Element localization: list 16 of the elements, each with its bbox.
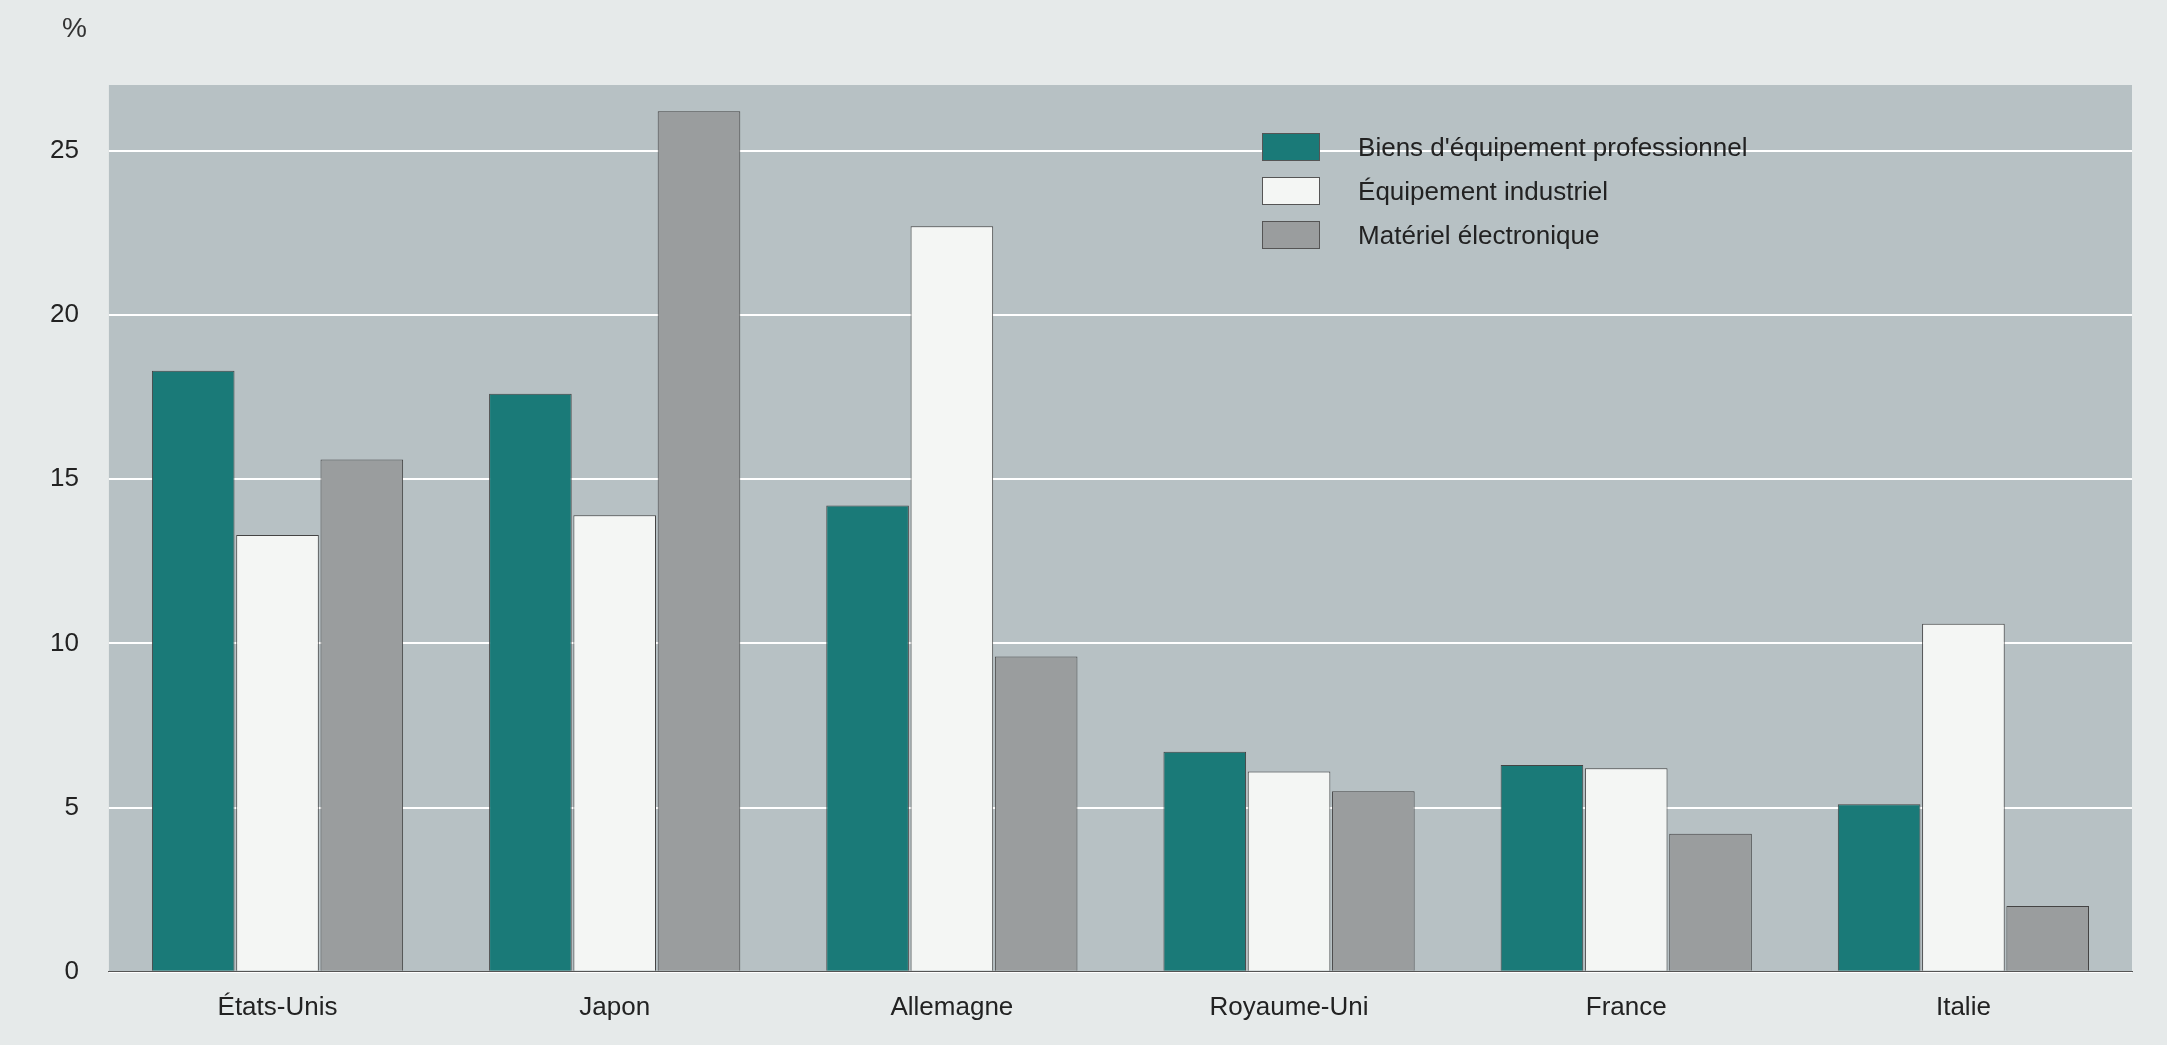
- y-axis-title: %: [62, 12, 87, 44]
- y-tick-label: 25: [50, 133, 79, 164]
- x-tick-label: Japon: [579, 990, 651, 1021]
- x-tick-label: États-Unis: [217, 990, 338, 1021]
- y-tick-label: 20: [50, 298, 79, 329]
- x-tick-label: Italie: [1935, 990, 1991, 1021]
- legend-label: Matériel électronique: [1357, 218, 1601, 252]
- y-tick-label: 10: [50, 626, 79, 657]
- y-tick-label: 0: [64, 954, 79, 985]
- x-tick-label: Royaume-Uni: [1209, 990, 1369, 1021]
- y-tick-label: 5: [64, 790, 79, 821]
- legend-label: Équipement industriel: [1357, 174, 1610, 208]
- legend-label: Biens d'équipement professionnel: [1357, 130, 1748, 164]
- x-tick-label: France: [1585, 990, 1667, 1021]
- x-tick-label: Allemagne: [890, 990, 1014, 1021]
- y-tick-label: 15: [50, 462, 79, 493]
